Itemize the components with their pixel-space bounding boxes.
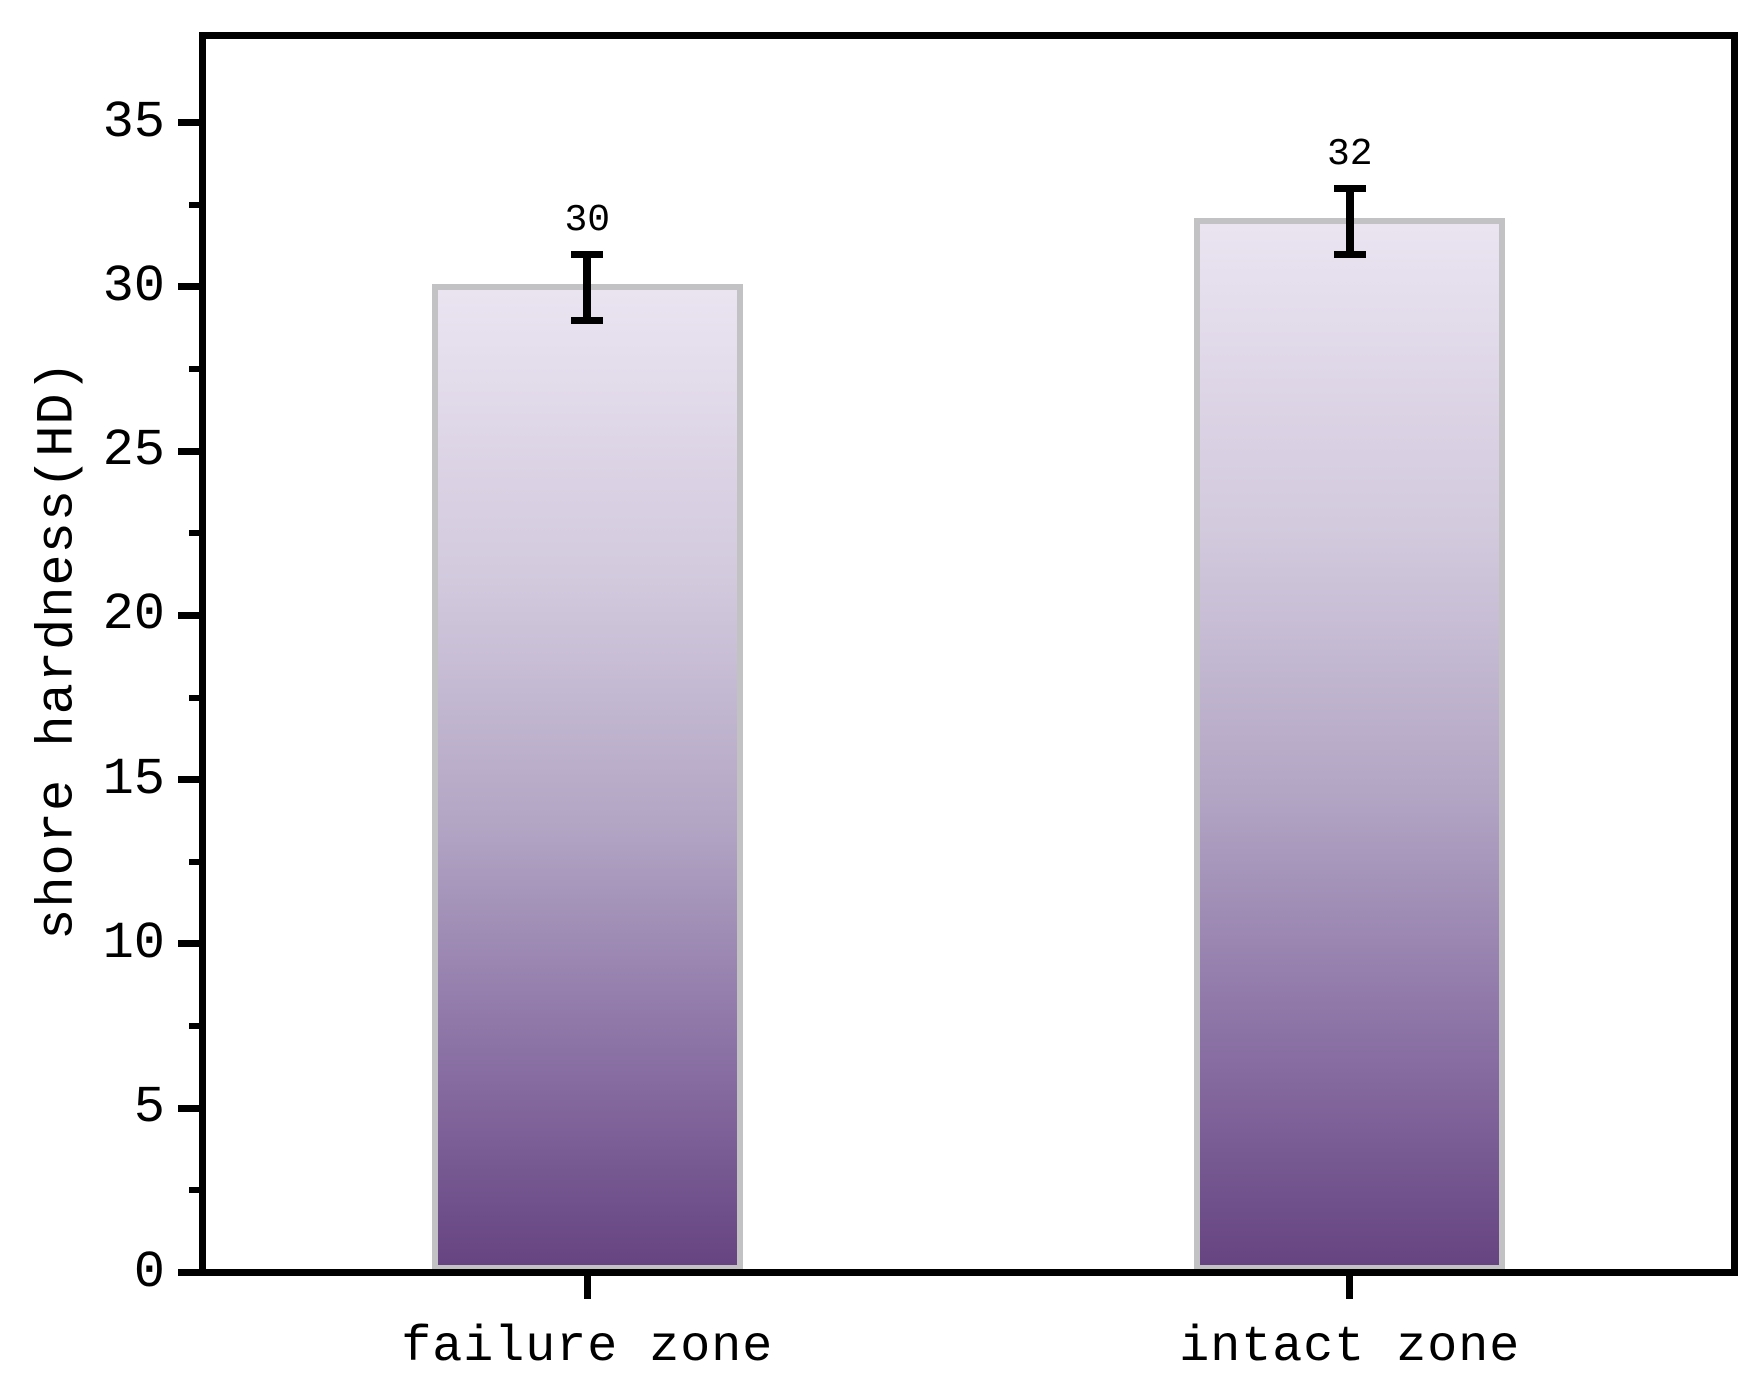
y-axis-minor-tick [189,530,203,537]
error-bar-line [1345,188,1354,254]
y-axis-title: shore hardness(HD) [28,360,88,940]
y-axis-minor-tick [189,201,203,208]
y-axis-tick-label: 20 [102,585,165,645]
y-axis-major-tick [178,776,203,784]
x-axis-major-tick [583,1272,591,1299]
bar [431,283,743,1271]
error-bar-cap-top [1333,185,1366,193]
error-bar-line [583,253,592,320]
x-axis-tick-label: failure zone [401,1319,774,1376]
error-bar-cap-bottom [571,316,604,324]
y-axis-minor-tick [189,1187,203,1194]
y-axis-minor-tick [189,1023,203,1030]
y-axis-tick-label: 25 [102,421,165,481]
y-axis-major-tick [178,1104,203,1112]
y-axis-tick-label: 0 [133,1242,165,1302]
y-axis-minor-tick [189,858,203,865]
x-axis-tick-label: intact zone [1179,1319,1521,1376]
y-axis-major-tick [178,119,203,126]
y-axis-minor-tick [189,694,203,701]
y-axis-tick-label: 30 [102,256,165,316]
x-axis-major-tick [1346,1272,1354,1299]
y-axis-tick-label: 5 [133,1078,165,1138]
error-bar-cap-top [571,250,604,258]
y-axis-tick-label: 35 [102,92,165,152]
y-axis-major-tick [178,1269,203,1276]
y-axis-major-tick [178,940,203,948]
y-axis-tick-label: 15 [102,749,165,809]
bar [1194,218,1506,1271]
bar-value-label: 32 [1326,133,1373,177]
bar-value-label: 30 [564,198,611,242]
y-axis-tick-label: 10 [102,913,165,973]
y-axis-major-tick [178,283,203,291]
y-axis-minor-tick [189,365,203,372]
y-axis-major-tick [178,611,203,619]
y-axis-major-tick [178,447,203,455]
error-bar-cap-bottom [1333,250,1366,258]
